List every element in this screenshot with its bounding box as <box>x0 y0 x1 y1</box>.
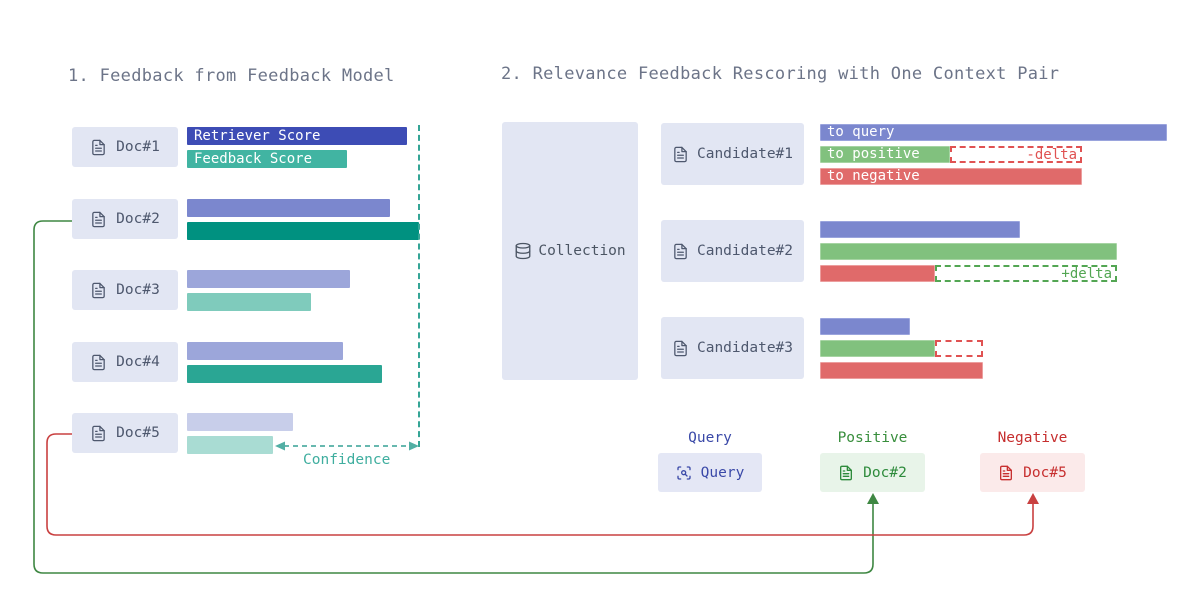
doc-row: Doc#4 <box>0 342 1200 384</box>
file-text-icon <box>90 139 107 156</box>
to-query-bar <box>820 318 910 335</box>
section2-title: 2. Relevance Feedback Rescoring with One… <box>501 64 1060 84</box>
to-query-bar: to query <box>820 124 1167 141</box>
bar-label: to negative <box>827 168 920 184</box>
feedback-score-bar <box>187 365 382 383</box>
retriever-score-bar <box>187 342 343 360</box>
delta-negative-box <box>935 340 983 357</box>
confidence-arrowhead-left <box>275 441 285 451</box>
to-negative-bar <box>820 362 983 379</box>
bar-label: to positive <box>827 146 920 162</box>
bar-label: Feedback Score <box>194 151 313 167</box>
bar-label: Retriever Score <box>194 128 321 144</box>
retriever-score-bar <box>187 413 293 431</box>
file-text-icon-red <box>998 465 1014 481</box>
candidate-label: Candidate#3 <box>696 340 794 356</box>
bar-label: to query <box>827 124 895 140</box>
doc-row: Doc#3 <box>0 270 1200 312</box>
candidate-box-3: Candidate#3 <box>661 317 804 379</box>
negative-box: Doc#5 <box>980 453 1085 492</box>
collection-label: Collection <box>538 243 626 259</box>
file-text-icon <box>672 340 689 357</box>
doc-box-doc2: Doc#2 <box>72 199 178 239</box>
candidate-label: Candidate#1 <box>696 146 794 162</box>
candidate-label: Candidate#2 <box>696 243 794 259</box>
file-text-icon <box>672 146 689 163</box>
database-icon <box>514 242 532 260</box>
doc-label: Doc#2 <box>116 211 160 227</box>
retriever-score-bar: Retriever Score <box>187 127 407 145</box>
delta-positive-box: +delta <box>935 265 1117 282</box>
delta-label: +delta <box>1061 265 1112 282</box>
doc-label: Doc#5 <box>116 425 160 441</box>
delta-negative-box: -delta <box>950 146 1082 163</box>
file-text-icon <box>672 243 689 260</box>
confidence-arrowhead-right <box>409 441 419 451</box>
doc-box-doc1: Doc#1 <box>72 127 178 167</box>
doc-box-doc5: Doc#5 <box>72 413 178 453</box>
to-positive-bar: to positive <box>820 146 950 163</box>
file-text-icon-green <box>838 465 854 481</box>
file-text-icon <box>90 354 107 371</box>
file-text-icon <box>90 211 107 228</box>
to-positive-bar <box>820 340 935 357</box>
feedback-score-bar <box>187 436 273 454</box>
negative-heading: Negative <box>997 430 1068 446</box>
connector-red-arrowhead <box>1027 493 1039 504</box>
confidence-arrow <box>275 441 419 451</box>
connector-green-arrowhead <box>867 493 879 504</box>
file-text-icon <box>90 282 107 299</box>
query-box-label: Query <box>700 464 745 481</box>
feedback-score-bar <box>187 293 311 311</box>
scan-search-icon <box>676 465 692 481</box>
collection-box: Collection <box>502 122 638 380</box>
file-text-icon <box>90 425 107 442</box>
positive-heading: Positive <box>837 430 908 446</box>
doc-label: Doc#1 <box>116 139 160 155</box>
doc-box-doc4: Doc#4 <box>72 342 178 382</box>
query-box: Query <box>658 453 762 492</box>
candidate-row: Candidate#1 to query to positive -delta to n… <box>0 123 1200 186</box>
confidence-label: Confidence <box>303 452 391 468</box>
delta-label: -delta <box>1026 146 1077 163</box>
doc-row: Doc#1 Retriever Score Feedback Score <box>0 127 1200 169</box>
candidate-box-2: Candidate#2 <box>661 220 804 282</box>
feedback-score-bar: Feedback Score <box>187 150 347 168</box>
candidate-row: Candidate#3 <box>0 317 1200 380</box>
doc-row: Doc#2 <box>0 199 1200 241</box>
positive-box: Doc#2 <box>820 453 925 492</box>
section1-title: 1. Feedback from Feedback Model <box>68 66 395 86</box>
retriever-score-bar <box>187 199 390 217</box>
to-positive-bar <box>820 243 1117 260</box>
confidence-dashed-line <box>418 125 420 447</box>
retriever-score-bar <box>187 270 350 288</box>
to-negative-bar: to negative <box>820 168 1082 185</box>
doc-box-doc3: Doc#3 <box>72 270 178 310</box>
positive-box-label: Doc#2 <box>863 464 907 481</box>
doc-label: Doc#4 <box>116 354 160 370</box>
doc-label: Doc#3 <box>116 282 160 298</box>
doc-row: Doc#5 <box>0 413 1200 455</box>
feedback-score-bar <box>187 222 419 240</box>
candidate-box-1: Candidate#1 <box>661 123 804 185</box>
to-query-bar <box>820 221 1020 238</box>
negative-box-label: Doc#5 <box>1023 464 1067 481</box>
candidate-row: Candidate#2 +delta <box>0 220 1200 283</box>
query-heading: Query <box>688 430 732 446</box>
to-negative-bar <box>820 265 935 282</box>
